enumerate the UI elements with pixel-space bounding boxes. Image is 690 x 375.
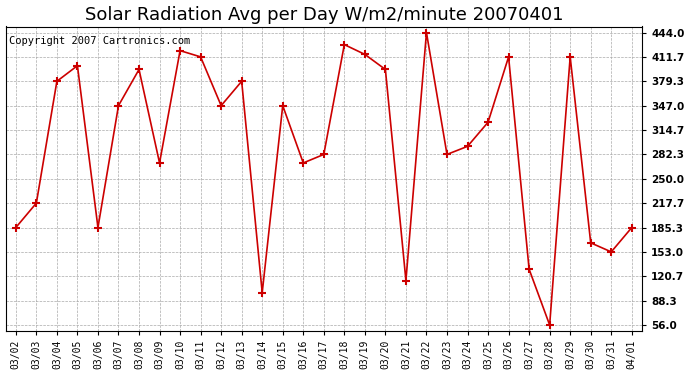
Title: Solar Radiation Avg per Day W/m2/minute 20070401: Solar Radiation Avg per Day W/m2/minute … <box>85 6 563 24</box>
Text: Copyright 2007 Cartronics.com: Copyright 2007 Cartronics.com <box>9 36 190 46</box>
